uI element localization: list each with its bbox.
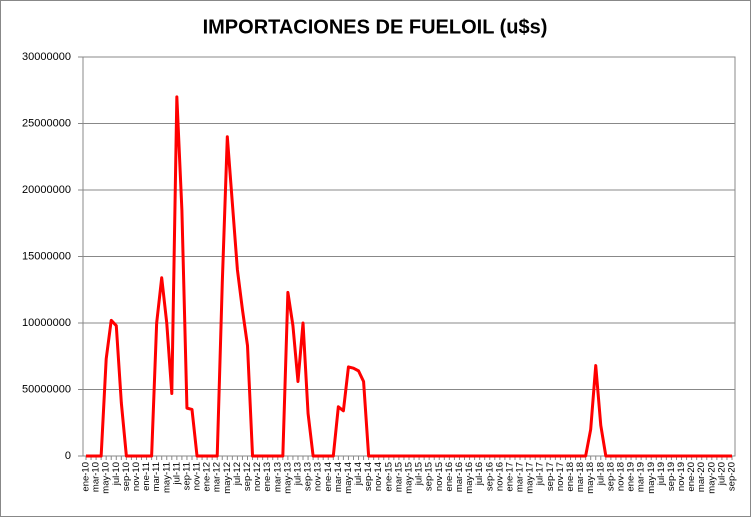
x-tick-label: may-19 <box>646 462 657 494</box>
x-tick-label: nov-12 <box>252 462 263 491</box>
x-tick-label: jul-14 <box>353 462 364 486</box>
x-tick-label: may-18 <box>585 462 596 494</box>
x-tick-label: may-16 <box>464 462 475 494</box>
x-tick-label: jul-11 <box>171 462 182 486</box>
x-tick-label: sep-11 <box>181 462 192 490</box>
x-tick-label: nov-11 <box>192 462 203 490</box>
x-tick-label: ene-20 <box>686 462 697 492</box>
x-tick-label: ene-11 <box>141 462 152 491</box>
x-tick-label: mar-16 <box>454 462 465 492</box>
x-tick-label: nov-10 <box>131 462 142 491</box>
x-tick-label: may-13 <box>282 462 293 494</box>
data-line <box>86 95 732 458</box>
x-tick-label: may-14 <box>343 462 354 494</box>
y-tick-label: 15000000 <box>22 250 71 262</box>
x-tick-label: ene-16 <box>444 462 455 492</box>
x-tick-label: nov-15 <box>434 462 445 491</box>
x-tick-label: mar-19 <box>636 462 647 492</box>
x-tick-label: mar-14 <box>333 462 344 492</box>
x-tick-label: sep-14 <box>363 462 374 491</box>
x-tick-label: ene-10 <box>81 462 92 492</box>
x-tick-label: sep-12 <box>242 462 253 491</box>
x-tick-label: jul-18 <box>595 462 606 486</box>
x-tick-label: mar-17 <box>515 462 526 492</box>
chart-title: IMPORTACIONES DE FUELOIL (u$s) <box>203 16 548 38</box>
y-tick-label: 10000000 <box>22 317 71 329</box>
x-tick-label: nov-16 <box>494 462 505 491</box>
x-tick-label: may-10 <box>101 462 112 494</box>
x-tick-label: mar-15 <box>393 462 404 492</box>
x-tick-label: nov-18 <box>615 462 626 491</box>
x-tick-label: ene-18 <box>565 462 576 492</box>
x-tick-label: jul-16 <box>474 462 485 486</box>
x-tick-label: nov-14 <box>373 462 384 491</box>
x-tick-label: ene-15 <box>383 462 394 492</box>
x-tick-label: sep-18 <box>605 462 616 491</box>
x-tick-label: jul-20 <box>716 462 727 486</box>
x-tick-label: ene-13 <box>262 462 273 492</box>
y-tick-label: 50000000 <box>22 383 71 395</box>
x-tick-label: jul-12 <box>232 462 243 486</box>
x-tick-label: mar-11 <box>151 462 162 491</box>
x-tick-label: ene-12 <box>202 462 213 492</box>
x-tick-label: mar-18 <box>575 462 586 492</box>
x-tick-label: sep-20 <box>727 462 738 491</box>
x-tick-label: mar-12 <box>212 462 223 492</box>
x-tick-label: jul-17 <box>535 462 546 486</box>
x-tick-label: sep-17 <box>545 462 556 491</box>
x-tick-label: sep-13 <box>303 462 314 491</box>
x-tick-label: jul-15 <box>414 462 425 486</box>
x-tick-label: may-20 <box>706 462 717 494</box>
x-tick-label: may-17 <box>525 462 536 494</box>
x-tick-label: may-15 <box>404 462 415 494</box>
x-tick-label: nov-17 <box>555 462 566 491</box>
x-tick-label: sep-19 <box>666 462 677 491</box>
x-tick-label: may-12 <box>222 462 233 494</box>
x-tick-label: nov-19 <box>676 462 687 491</box>
x-tick-label: sep-10 <box>121 462 132 491</box>
x-tick-label: ene-19 <box>626 462 637 492</box>
x-tick-label: jul-19 <box>656 462 667 486</box>
x-tick-label: sep-16 <box>484 462 495 491</box>
y-tick-label: 0 <box>65 450 71 462</box>
x-tick-label: jul-13 <box>292 462 303 486</box>
x-tick-label: ene-14 <box>323 462 334 492</box>
y-tick-label: 25000000 <box>22 117 71 129</box>
x-tick-label: mar-13 <box>272 462 283 492</box>
x-tick-label: may-11 <box>161 462 172 493</box>
x-tick-label: mar-10 <box>91 462 102 492</box>
x-tick-label: mar-20 <box>696 462 707 492</box>
x-tick-label: sep-15 <box>424 462 435 491</box>
x-tick-label: ene-17 <box>504 462 515 492</box>
x-tick-label: jul-10 <box>111 462 122 486</box>
x-tick-label: nov-13 <box>313 462 324 491</box>
y-tick-label: 20000000 <box>22 184 71 196</box>
y-tick-label: 30000000 <box>22 51 71 63</box>
